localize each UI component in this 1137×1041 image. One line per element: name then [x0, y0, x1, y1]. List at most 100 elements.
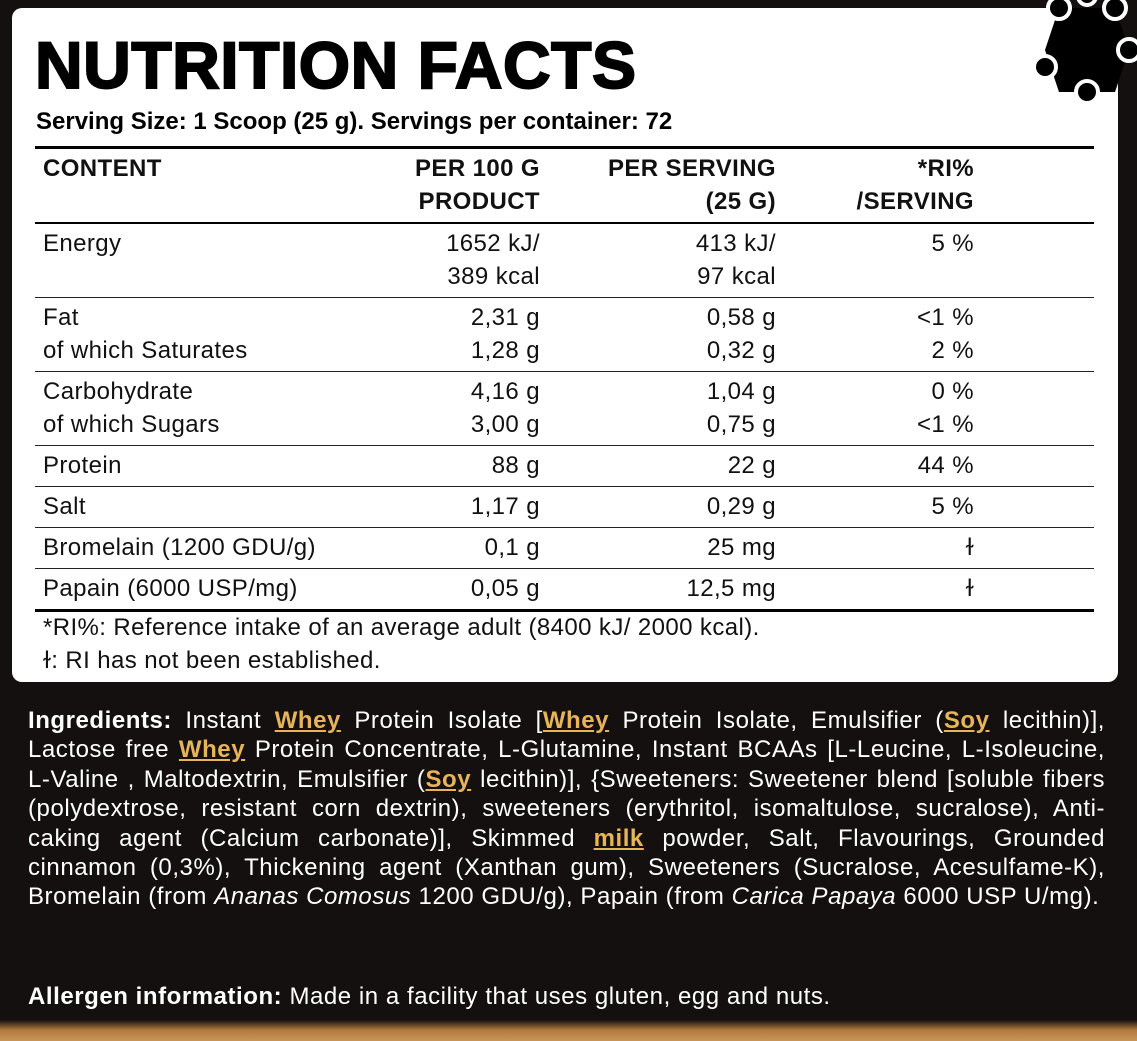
ingredient-text: lecithin)], {Sweeteners: Sweetener blend… — [28, 765, 1106, 852]
allergen-text: Made in a facility that uses gluten, egg… — [282, 983, 831, 1010]
table-cell: 1652 kJ/389 kcal — [335, 227, 540, 293]
ingredient-italic: Carica Papaya — [731, 883, 897, 911]
ingredient-allergen: Whey — [542, 707, 610, 734]
table-cell: 12,5 mg — [540, 572, 776, 605]
footnote: ɫ: RI has not been established. — [43, 647, 381, 674]
spacer — [974, 301, 1094, 367]
table-row: Bromelain (1200 GDU/g) 0,1 g 25 mg ɫ — [35, 527, 1094, 568]
ingredient-allergen: milk — [593, 824, 644, 852]
table-cell: <1 % 2 % — [776, 301, 974, 367]
table-cell: Bromelain (1200 GDU/g) — [35, 531, 335, 564]
cell-line: 5 % — [931, 493, 974, 520]
table-cell: 413 kJ/97 kcal — [540, 227, 776, 293]
header-row: CONTENT PER 100 G PRODUCT PER SERVING (25 G)… — [35, 149, 1094, 223]
cell-line: Salt — [43, 493, 86, 520]
cell-line: 0,58 g — [706, 304, 776, 331]
table-cell: 5 % — [776, 227, 974, 293]
serving-info: Serving Size: 1 Scoop (25 g). Servings p… — [36, 108, 673, 135]
table-cell: Energy — [35, 227, 335, 293]
cell-line: 1,17 g — [470, 493, 540, 520]
spacer — [974, 375, 1094, 441]
cell-line: 389 kcal — [447, 263, 540, 290]
cell-line: <1 % — [917, 304, 974, 331]
cell-line: Energy — [43, 230, 122, 257]
hexagon — [1045, 8, 1129, 92]
table-cell: ɫ — [776, 572, 974, 605]
cell-line: 0,32 g — [706, 337, 776, 364]
cell-line: 0 % — [931, 378, 974, 405]
ingredient-text: Protein Isolate [ — [340, 707, 543, 734]
cell-line: <1 % — [917, 411, 974, 438]
cell-line: 5 % — [931, 230, 974, 257]
table-cell: 0,58 g 0,32 g — [540, 301, 776, 367]
cell-line: 2,31 g — [470, 304, 540, 331]
table-cell: 5 % — [776, 490, 974, 523]
allergen-info: Allergen information: Made in a facility… — [28, 983, 831, 1011]
table-cell: 1,17 g — [335, 490, 540, 523]
cell-line: 0,29 g — [706, 493, 776, 520]
table-cell: 0,29 g — [540, 490, 776, 523]
table-cell: 0,05 g — [335, 572, 540, 605]
table-cell: CONTENT — [35, 152, 335, 218]
ingredient-allergen: Whey — [178, 736, 246, 764]
table-cell: 22 g — [540, 449, 776, 482]
ingredient-text: 1200 GDU/g), Papain (from — [411, 883, 732, 911]
cell-line: 413 kJ/ — [695, 230, 776, 257]
cell-line: 12,5 mg — [686, 575, 776, 602]
ingredient-text: Instant — [171, 707, 275, 734]
table-cell: Salt — [35, 490, 335, 523]
cell-line: Fat — [43, 304, 79, 331]
table-cell: 2,31 g 1,28 g — [335, 301, 540, 367]
cell-line: Protein — [43, 452, 122, 479]
table-row: Salt 1,17 g 0,29 g 5 % — [35, 486, 1094, 527]
table-cell: PER 100 G PRODUCT — [335, 152, 540, 218]
ingredients-label: Ingredients: — [28, 707, 172, 734]
cell-line: PER SERVING — [607, 155, 776, 182]
cell-line: 3,00 g — [470, 411, 540, 438]
cell-line: 0,05 g — [470, 575, 540, 602]
cell-line: 22 g — [727, 452, 776, 479]
cell-line: Papain (6000 USP/mg) — [43, 575, 298, 602]
cell-line: (25 G) — [705, 188, 776, 215]
table-cell: 88 g — [335, 449, 540, 482]
ingredient-text: lecithin)], Lactose free — [28, 707, 1106, 764]
cell-line: CONTENT — [43, 155, 162, 182]
table-cell: 25 mg — [540, 531, 776, 564]
molecule-icon — [1032, 0, 1137, 105]
table-cell: 0 % <1 % — [776, 375, 974, 441]
ingredient-text: Protein Concentrate, L-Glutamine, Instan… — [28, 736, 1105, 793]
cell-line: 1,04 g — [706, 378, 776, 405]
cell-line: ɫ — [965, 575, 974, 602]
cell-line: 1652 kJ/ — [446, 230, 540, 257]
table-row: Papain (6000 USP/mg) 0,05 g 12,5 mg ɫ — [35, 568, 1094, 609]
footnotes: *RI%: Reference intake of an average adu… — [43, 611, 760, 677]
cell-line: 97 kcal — [697, 263, 776, 290]
cell-line: 25 mg — [707, 534, 776, 561]
table-cell: PER SERVING (25 G) — [540, 152, 776, 218]
spacer — [974, 449, 1094, 482]
title: NUTRITION FACTS — [34, 28, 637, 102]
ingredients: Ingredients: Instant Whey Protein Isolat… — [28, 706, 1105, 912]
table-cell: ɫ — [776, 531, 974, 564]
table-cell: Fat of which Saturates — [35, 301, 335, 367]
cell-line: *RI% — [917, 155, 974, 182]
cell-line: 88 g — [491, 452, 540, 479]
ingredient-text: Protein Isolate, Emulsifier ( — [609, 707, 944, 734]
cell-line: 2 % — [931, 337, 974, 364]
table-cell: 44 % — [776, 449, 974, 482]
table-cell: 4,16 g 3,00 g — [335, 375, 540, 441]
table-row: Energy 1652 kJ/389 kcal 413 kJ/97 kcal 5 % — [35, 223, 1094, 297]
cell-line: 0,1 g — [484, 534, 540, 561]
cell-line: of which Sugars — [43, 411, 220, 438]
cell-line: Bromelain (1200 GDU/g) — [43, 534, 316, 561]
table-cell: 1,04 g 0,75 g — [540, 375, 776, 441]
spacer — [974, 572, 1094, 605]
ingredient-text: 6000 USP U/mg). — [896, 883, 1100, 911]
table-cell: 0,1 g — [335, 531, 540, 564]
cell-line: /SERVING — [856, 188, 974, 215]
cell-line: 4,16 g — [470, 378, 540, 405]
facts-panel — [12, 8, 1118, 682]
cell-line: 0,75 g — [706, 411, 776, 438]
